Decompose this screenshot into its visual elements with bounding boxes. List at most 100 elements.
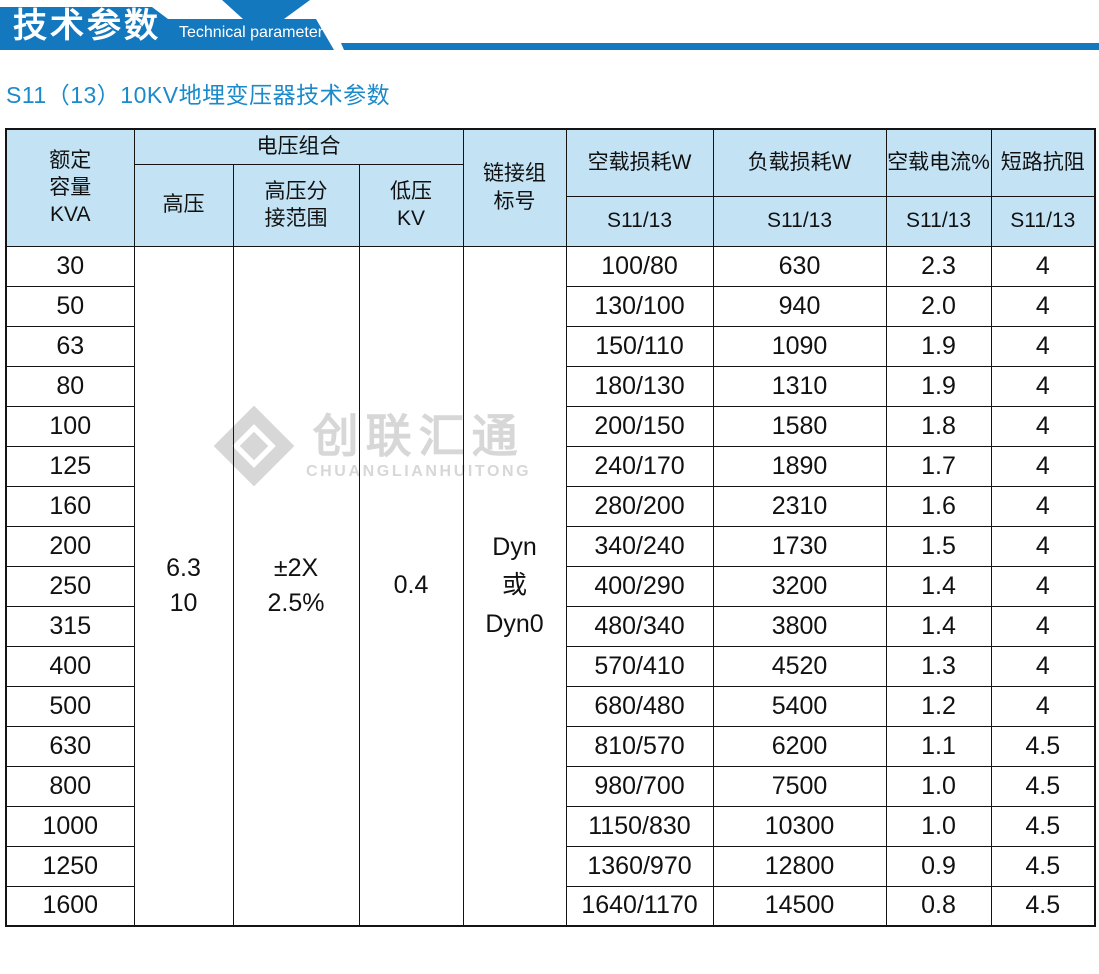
cell-load-loss: 5400 <box>712 685 887 727</box>
cell-impedance: 4 <box>990 405 1096 447</box>
cell-capacity: 50 <box>5 285 135 327</box>
cell-impedance: 4 <box>990 565 1096 607</box>
cell-capacity: 630 <box>5 725 135 767</box>
cell-no-load-loss: 340/240 <box>565 525 714 567</box>
table-row: 630 810/570 6200 1.1 4.5 <box>5 725 1096 767</box>
cell-no-load-current: 1.2 <box>885 685 992 727</box>
cell-impedance: 4 <box>990 365 1096 407</box>
table-row: 80 180/130 1310 1.9 4 <box>5 365 1096 407</box>
col-header-hv: 高压 <box>133 163 234 247</box>
cell-no-load-loss: 810/570 <box>565 725 714 767</box>
cell-load-loss: 4520 <box>712 645 887 687</box>
col-header-no-load-loss: 空载损耗W <box>565 128 714 197</box>
cell-no-load-current: 1.3 <box>885 645 992 687</box>
cell-impedance: 4 <box>990 285 1096 327</box>
table-row: 125 240/170 1890 1.7 4 <box>5 445 1096 487</box>
cell-no-load-loss: 400/290 <box>565 565 714 607</box>
table-row: 250 400/290 3200 1.4 4 <box>5 565 1096 607</box>
sub-header-s11-13: S11/13 <box>990 195 1096 247</box>
cell-no-load-loss: 980/700 <box>565 765 714 807</box>
cell-no-load-current: 1.0 <box>885 765 992 807</box>
cell-no-load-loss: 280/200 <box>565 485 714 527</box>
table-row: 160 280/200 2310 1.6 4 <box>5 485 1096 527</box>
cell-hv-merged: 6.3 10 <box>133 245 234 927</box>
table-row: 400 570/410 4520 1.3 4 <box>5 645 1096 687</box>
col-header-impedance: 短路抗阻 <box>990 128 1096 197</box>
cell-no-load-loss: 150/110 <box>565 325 714 367</box>
cell-no-load-current: 2.0 <box>885 285 992 327</box>
cell-load-loss: 3800 <box>712 605 887 647</box>
cell-load-loss: 7500 <box>712 765 887 807</box>
cell-no-load-loss: 1150/830 <box>565 805 714 847</box>
cell-no-load-current: 1.1 <box>885 725 992 767</box>
cell-impedance: 4.5 <box>990 805 1096 847</box>
cell-no-load-current: 1.9 <box>885 365 992 407</box>
cell-load-loss: 10300 <box>712 805 887 847</box>
banner-title-cn: 技术参数 <box>13 7 161 45</box>
col-header-no-load-current: 空载电流% <box>885 128 992 197</box>
cell-no-load-loss: 100/80 <box>565 245 714 287</box>
cell-no-load-current: 1.8 <box>885 405 992 447</box>
cell-load-loss: 12800 <box>712 845 887 887</box>
cell-impedance: 4 <box>990 645 1096 687</box>
cell-load-loss: 6200 <box>712 725 887 767</box>
sub-header-s11-13: S11/13 <box>712 195 887 247</box>
cell-load-loss: 630 <box>712 245 887 287</box>
cell-capacity: 63 <box>5 325 135 367</box>
cell-capacity: 160 <box>5 485 135 527</box>
cell-impedance: 4.5 <box>990 885 1096 927</box>
cell-capacity: 250 <box>5 565 135 607</box>
cell-capacity: 400 <box>5 645 135 687</box>
sub-header-s11-13: S11/13 <box>885 195 992 247</box>
spec-table-header: 额定 容量 KVA 电压组合 链接组 标号 空载损耗W 负载损耗W 空载电流% … <box>5 128 1096 247</box>
cell-load-loss: 3200 <box>712 565 887 607</box>
cell-load-loss: 1730 <box>712 525 887 567</box>
col-header-rated-capacity: 额定 容量 KVA <box>5 128 135 247</box>
col-header-lv: 低压 KV <box>358 163 464 247</box>
cell-lv-merged: 0.4 <box>358 245 464 927</box>
cell-impedance: 4 <box>990 325 1096 367</box>
cell-load-loss: 1090 <box>712 325 887 367</box>
cell-impedance: 4.5 <box>990 765 1096 807</box>
sub-header-s11-13: S11/13 <box>565 195 714 247</box>
cell-load-loss: 2310 <box>712 485 887 527</box>
col-header-voltage-combination: 电压组合 <box>133 128 464 165</box>
cell-no-load-loss: 1640/1170 <box>565 885 714 927</box>
cell-load-loss: 1890 <box>712 445 887 487</box>
page-title: S11（13）10KV地埋变压器技术参数 <box>6 82 391 108</box>
cell-capacity: 1250 <box>5 845 135 887</box>
cell-no-load-current: 0.8 <box>885 885 992 927</box>
col-header-load-loss: 负载损耗W <box>712 128 887 197</box>
cell-no-load-current: 1.5 <box>885 525 992 567</box>
cell-no-load-current: 1.9 <box>885 325 992 367</box>
cell-capacity: 315 <box>5 605 135 647</box>
spec-table-body: 30 6.3 10 ±2X 2.5% 0.4 Dyn 或 Dyn0 100/80… <box>5 245 1096 927</box>
spec-table: 额定 容量 KVA 电压组合 链接组 标号 空载损耗W 负载损耗W 空载电流% … <box>5 128 1097 927</box>
cell-capacity: 125 <box>5 445 135 487</box>
cell-impedance: 4.5 <box>990 845 1096 887</box>
cell-no-load-loss: 480/340 <box>565 605 714 647</box>
cell-impedance: 4 <box>990 605 1096 647</box>
table-row: 1600 1640/1170 14500 0.8 4.5 <box>5 885 1096 927</box>
cell-no-load-loss: 130/100 <box>565 285 714 327</box>
cell-no-load-current: 2.3 <box>885 245 992 287</box>
table-row: 1000 1150/830 10300 1.0 4.5 <box>5 805 1096 847</box>
cell-load-loss: 1310 <box>712 365 887 407</box>
banner-title-en: Technical parameter <box>179 24 324 41</box>
cell-capacity: 80 <box>5 365 135 407</box>
header-banner: 技术参数 Technical parameter <box>0 0 1099 54</box>
cell-impedance: 4.5 <box>990 725 1096 767</box>
cell-impedance: 4 <box>990 685 1096 727</box>
cell-load-loss: 1580 <box>712 405 887 447</box>
cell-capacity: 30 <box>5 245 135 287</box>
col-header-hv-tap-range: 高压分 接范围 <box>232 163 360 247</box>
banner-ribbon-shape <box>0 0 1099 50</box>
table-row: 100 200/150 1580 1.8 4 <box>5 405 1096 447</box>
cell-capacity: 1600 <box>5 885 135 927</box>
cell-impedance: 4 <box>990 485 1096 527</box>
cell-impedance: 4 <box>990 245 1096 287</box>
table-row: 315 480/340 3800 1.4 4 <box>5 605 1096 647</box>
cell-hv-tap-merged: ±2X 2.5% <box>232 245 360 927</box>
cell-no-load-current: 1.0 <box>885 805 992 847</box>
